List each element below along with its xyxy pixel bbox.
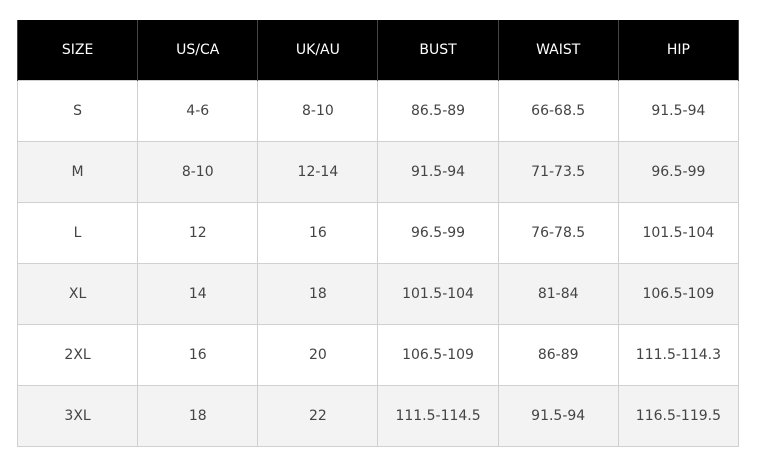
table-cell: M bbox=[16, 141, 139, 203]
table-cell: 91.5-94 bbox=[497, 385, 619, 447]
header-row: SIZE US/CA UK/AU BUST WAIST HIP bbox=[16, 20, 740, 81]
table-cell: 111.5-114.3 bbox=[617, 324, 740, 386]
table-cell: 71-73.5 bbox=[497, 141, 619, 203]
table-row: S 4-6 8-10 86.5-89 66-68.5 91.5-94 bbox=[16, 80, 740, 142]
header-cell: UK/AU bbox=[257, 20, 379, 81]
table-cell: 8-10 bbox=[137, 141, 259, 203]
table-cell: 91.5-94 bbox=[377, 141, 499, 203]
table-cell: 20 bbox=[257, 324, 379, 386]
table-row: XL 14 18 101.5-104 81-84 106.5-109 bbox=[16, 263, 740, 325]
table-row: L 12 16 96.5-99 76-78.5 101.5-104 bbox=[16, 202, 740, 264]
table-cell: 106.5-109 bbox=[617, 263, 740, 325]
table-cell: 22 bbox=[257, 385, 379, 447]
table-cell: 101.5-104 bbox=[377, 263, 499, 325]
table-cell: 18 bbox=[137, 385, 259, 447]
table-cell: 111.5-114.5 bbox=[377, 385, 499, 447]
table-body: S 4-6 8-10 86.5-89 66-68.5 91.5-94 M 8-10 12-14 9… bbox=[16, 80, 740, 447]
header-cell: US/CA bbox=[137, 20, 259, 81]
table-cell: 86.5-89 bbox=[377, 80, 499, 142]
table-cell: 16 bbox=[257, 202, 379, 264]
table-cell: 2XL bbox=[16, 324, 139, 386]
table-cell: 12 bbox=[137, 202, 259, 264]
table-cell: 76-78.5 bbox=[497, 202, 619, 264]
header-cell: HIP bbox=[617, 20, 740, 81]
table-cell: 96.5-99 bbox=[377, 202, 499, 264]
table-cell: 101.5-104 bbox=[617, 202, 740, 264]
table-cell: 8-10 bbox=[257, 80, 379, 142]
table-cell: 106.5-109 bbox=[377, 324, 499, 386]
table-cell: 16 bbox=[137, 324, 259, 386]
table-cell: XL bbox=[16, 263, 139, 325]
table-cell: 96.5-99 bbox=[617, 141, 740, 203]
table-row: 3XL 18 22 111.5-114.5 91.5-94 116.5-119.5 bbox=[16, 385, 740, 447]
table-cell: 116.5-119.5 bbox=[617, 385, 740, 447]
header-cell: BUST bbox=[377, 20, 499, 81]
table-cell: 86-89 bbox=[497, 324, 619, 386]
table-cell: 12-14 bbox=[257, 141, 379, 203]
table-cell: 66-68.5 bbox=[497, 80, 619, 142]
header-cell: SIZE bbox=[16, 20, 139, 81]
table-cell: L bbox=[16, 202, 139, 264]
table-cell: 81-84 bbox=[497, 263, 619, 325]
table-cell: 3XL bbox=[16, 385, 139, 447]
size-table: SIZE US/CA UK/AU BUST WAIST HIP S 4-6 8-10 86.5-… bbox=[16, 20, 740, 447]
header-cell: WAIST bbox=[497, 20, 619, 81]
table-cell: 18 bbox=[257, 263, 379, 325]
table-cell: 14 bbox=[137, 263, 259, 325]
table-cell: 91.5-94 bbox=[617, 80, 740, 142]
table-row: M 8-10 12-14 91.5-94 71-73.5 96.5-99 bbox=[16, 141, 740, 203]
table-cell: 4-6 bbox=[137, 80, 259, 142]
table-cell: S bbox=[16, 80, 139, 142]
table-row: 2XL 16 20 106.5-109 86-89 111.5-114.3 bbox=[16, 324, 740, 386]
